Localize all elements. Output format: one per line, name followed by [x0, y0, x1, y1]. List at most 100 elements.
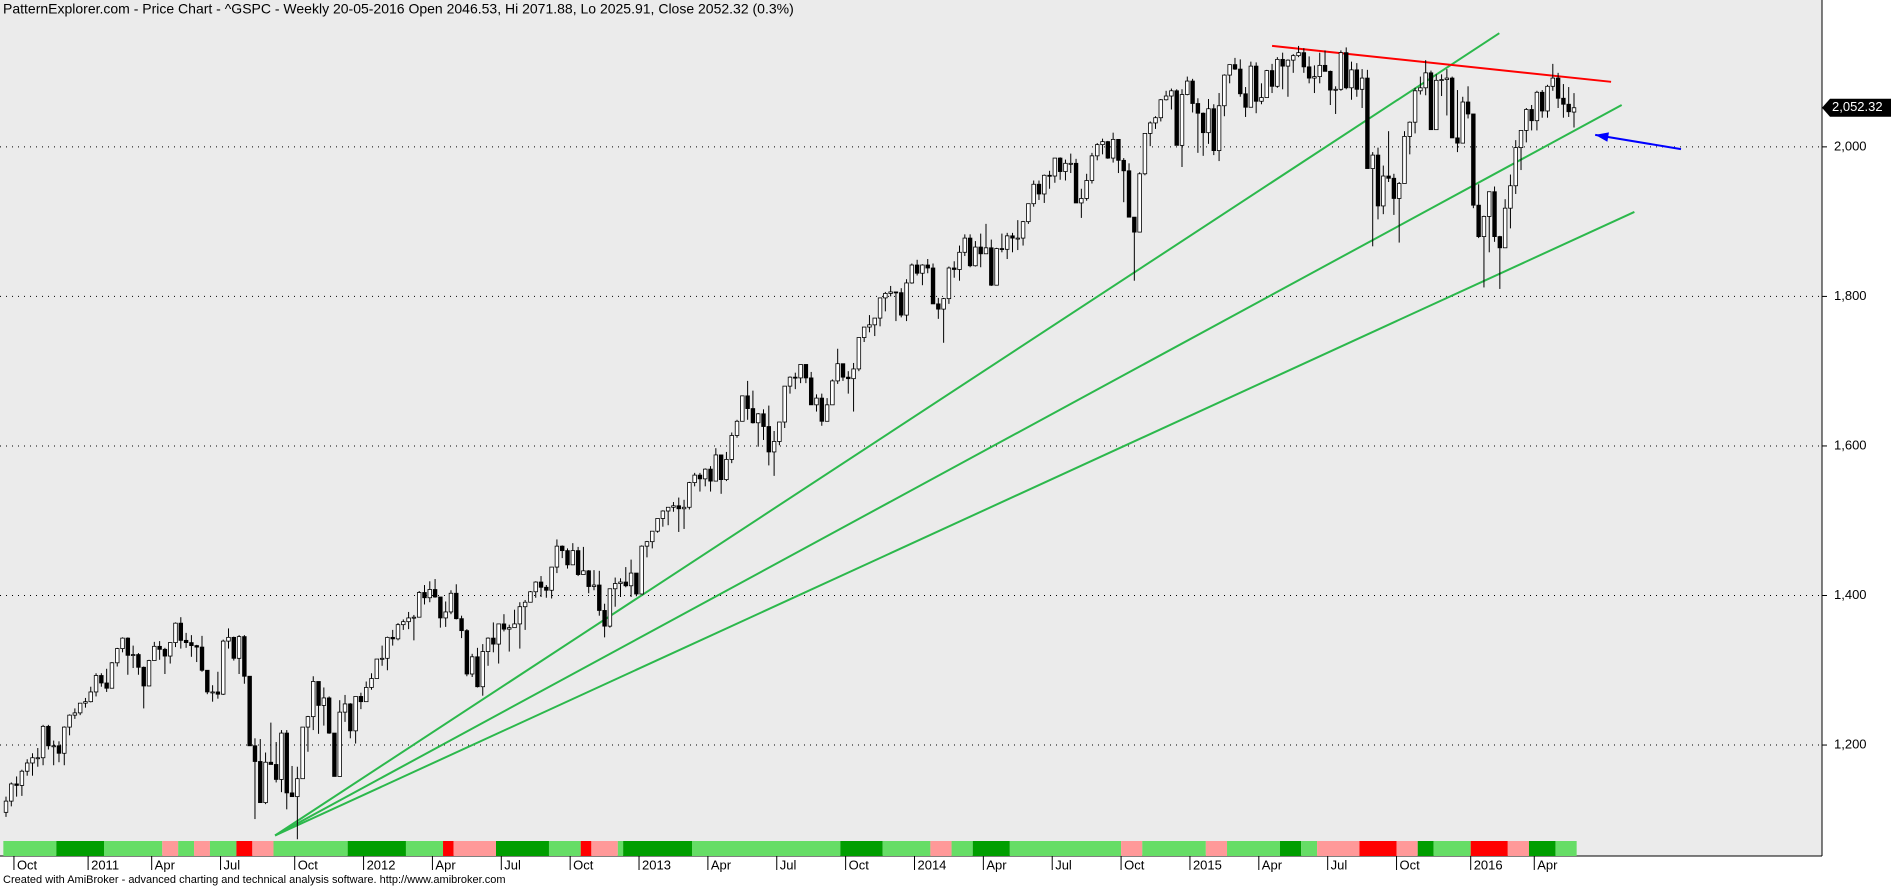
signal-strip	[1555, 841, 1577, 856]
candle-body	[496, 623, 501, 645]
candle-body	[130, 654, 136, 656]
signal-strip	[178, 841, 195, 856]
candle-body	[538, 581, 544, 588]
candle-body	[1370, 154, 1375, 169]
candle-body	[326, 697, 332, 734]
candle-body	[379, 657, 385, 660]
candle-body	[528, 591, 533, 603]
candle-body	[1349, 69, 1354, 89]
candle-body	[766, 426, 772, 453]
candle-body	[920, 264, 925, 274]
candle-body	[1269, 70, 1275, 87]
trend-line	[274, 32, 1500, 837]
candle-body	[215, 691, 221, 695]
candle-body	[1216, 105, 1222, 152]
candle-body	[607, 588, 613, 627]
candle-body	[1423, 72, 1428, 89]
x-tick-label: 2012	[367, 857, 396, 872]
x-tick-label: Apr	[1537, 857, 1558, 872]
candle-body	[893, 291, 899, 294]
candle-body	[999, 248, 1005, 250]
candle-body	[93, 675, 99, 693]
candle-body	[554, 545, 560, 568]
x-tick-label: Apr	[155, 857, 176, 872]
candle-body	[512, 623, 517, 629]
candle-body	[808, 377, 814, 406]
candle-body	[830, 380, 835, 406]
candle-body	[1375, 154, 1381, 207]
candle-body	[877, 297, 883, 319]
candle-body	[1190, 80, 1195, 104]
candle-body	[740, 395, 745, 422]
candle-body	[1524, 109, 1529, 131]
signal-strip	[617, 841, 624, 856]
candle-body	[501, 623, 507, 630]
candle-body	[136, 654, 141, 668]
candle-body	[353, 696, 358, 732]
candle-body	[1275, 58, 1280, 87]
candle-body	[861, 326, 867, 338]
candle-body	[957, 251, 962, 270]
candle-body	[1460, 101, 1465, 144]
candle-body	[1550, 77, 1556, 87]
candle-body	[724, 459, 729, 481]
candle-body	[851, 368, 856, 380]
candle-body	[162, 648, 168, 657]
candle-body	[1439, 79, 1444, 81]
signal-strip	[453, 841, 496, 856]
candle-body	[1020, 221, 1026, 239]
candle-body	[1153, 117, 1158, 124]
candle-body	[273, 764, 279, 780]
signal-strip	[1301, 841, 1318, 856]
candle-body	[708, 468, 713, 482]
candle-body	[289, 792, 295, 798]
candle-body	[560, 545, 565, 552]
candle-body	[30, 757, 35, 764]
x-tick-label: Oct	[573, 857, 594, 872]
signal-strip	[252, 841, 274, 856]
candle-body	[374, 658, 380, 679]
candle-body	[1555, 77, 1561, 99]
signal-strip	[1317, 841, 1360, 856]
candle-body	[178, 622, 184, 641]
candle-body	[1057, 157, 1063, 172]
candle-body	[464, 630, 470, 675]
candle-body	[771, 441, 777, 453]
candle-body	[1455, 137, 1460, 144]
signal-strip	[1142, 841, 1206, 856]
signal-strip	[3, 841, 57, 856]
candle-body	[242, 636, 247, 677]
candle-body	[507, 627, 512, 630]
candle-body	[1359, 77, 1365, 90]
candle-body	[268, 761, 274, 765]
candle-body	[1322, 64, 1328, 72]
candle-body	[756, 413, 761, 424]
candle-body	[1333, 88, 1338, 91]
candle-body	[1158, 99, 1164, 119]
candle-body	[1471, 113, 1476, 206]
signal-strip	[1528, 841, 1556, 856]
candle-body	[56, 745, 62, 754]
candle-body	[485, 637, 491, 652]
x-tick-label: Apr	[1262, 857, 1283, 872]
candle-body	[210, 691, 215, 694]
plot-background	[0, 0, 1822, 856]
candle-body	[575, 550, 581, 575]
candle-body	[628, 572, 634, 587]
candle-body	[1301, 52, 1307, 68]
candle-body	[83, 701, 88, 704]
candle-body	[1079, 198, 1084, 204]
candle-body	[475, 656, 480, 688]
y-tick-label: 1,800	[1834, 288, 1867, 303]
candle-body	[1052, 157, 1058, 177]
signal-strip	[930, 841, 952, 856]
candle-body	[9, 783, 14, 802]
x-tick-label: Apr	[986, 857, 1007, 872]
candle-body	[1004, 235, 1010, 250]
candle-body	[824, 404, 830, 422]
candle-body	[597, 584, 602, 611]
candle-body	[305, 716, 311, 728]
candle-body	[19, 770, 25, 786]
candle-body	[1116, 138, 1121, 161]
candle-body	[581, 570, 586, 575]
